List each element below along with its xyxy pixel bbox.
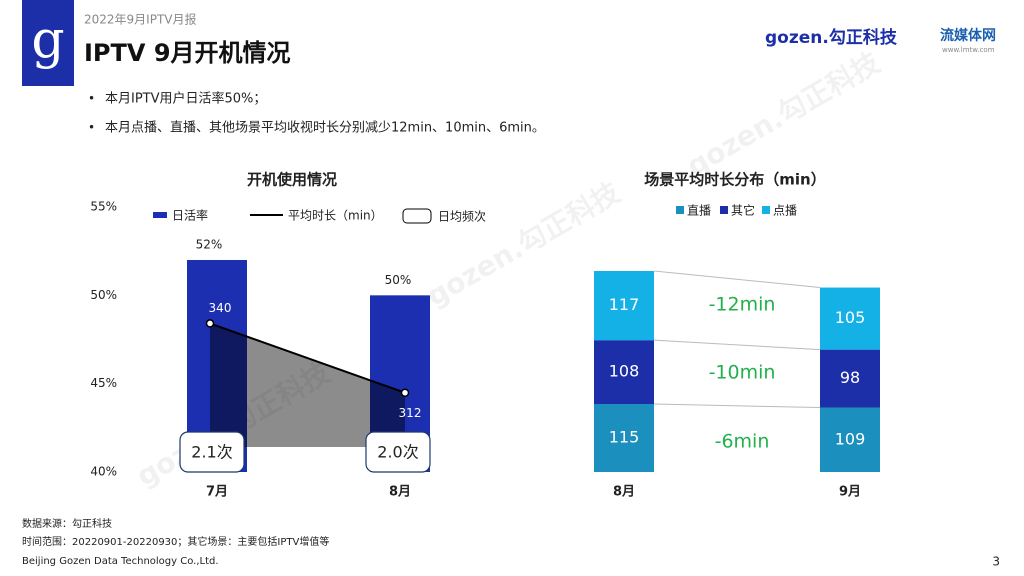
x-tick-label: 8月 [613, 485, 635, 500]
page-number: 3 [992, 555, 1000, 569]
bar-segment [594, 404, 654, 472]
frequency-box [179, 431, 245, 473]
footer-company: Beijing Gozen Data Technology Co.,Ltd. [22, 556, 219, 567]
line-label: 340 [209, 301, 232, 315]
bar-segment [820, 287, 880, 350]
y-tick-label: 45% [90, 376, 117, 390]
legend-label: 点播 [773, 204, 797, 218]
annotation: -12min [709, 294, 776, 316]
segment-label: 117 [609, 295, 640, 314]
line-label: 312 [399, 406, 422, 420]
bar-segment [820, 407, 880, 472]
legend-label: 直播 [687, 204, 711, 218]
logo-gozen: gozen.勾正科技 [765, 27, 898, 48]
segment-label: 108 [609, 362, 640, 381]
value-label: 50% [385, 273, 412, 287]
line-point [400, 388, 410, 397]
bar-segment [820, 349, 880, 408]
frequency-box [365, 431, 431, 473]
line-area [210, 323, 405, 447]
bar-segment [594, 271, 654, 341]
segment-label: 115 [609, 428, 640, 447]
y-tick-label: 40% [90, 465, 117, 479]
segment-label: 109 [835, 429, 866, 448]
legend-label: 其它 [731, 203, 755, 218]
annotation: -10min [709, 362, 776, 384]
logo-lmtw-url: www.lmtw.com [942, 46, 995, 54]
frequency-label: 2.1次 [191, 443, 232, 462]
connector [653, 403, 821, 409]
chart-title: 开机使用情况 [247, 171, 337, 189]
x-tick-label: 8月 [389, 485, 411, 500]
y-tick-label: 50% [90, 288, 117, 302]
chart-title: 场景平均时长分布（min） [644, 171, 825, 189]
legend-swatch [153, 212, 167, 218]
watermark: gozen.勾正科技 [681, 46, 886, 183]
legend-swatch [762, 206, 770, 214]
bullet: 本月点播、直播、其他场景平均收视时长分别减少12min、10min、6min。 [105, 121, 545, 136]
logo-g: g [31, 11, 64, 71]
line-point [205, 319, 215, 328]
legend-label: 日均频次 [438, 210, 486, 224]
legend-label: 平均时长（min） [288, 209, 383, 223]
bullet: 本月IPTV用户日活率50%； [105, 91, 266, 107]
legend-swatch [720, 206, 728, 214]
report-name: 2022年9月IPTV月报 [84, 12, 197, 27]
x-tick-label: 9月 [839, 485, 861, 500]
footer-source: 数据来源：勾正科技 [22, 517, 112, 530]
bullet-dot: • [88, 92, 95, 106]
legend-swatch [402, 208, 432, 224]
legend-swatch [676, 206, 684, 214]
frequency-label: 2.0次 [377, 443, 418, 462]
logo-lmtw: 流媒体网 [940, 27, 996, 44]
y-tick-label: 55% [90, 200, 117, 214]
footer-range: 时间范围：20220901-20220930；其它场景：主要包括IPTV增值等 [22, 535, 329, 548]
logo-block [22, 0, 74, 86]
connector [653, 270, 821, 289]
value-label: 52% [196, 238, 223, 252]
segment-label: 105 [835, 308, 866, 327]
line [209, 322, 406, 394]
bullet-dot: • [88, 121, 95, 135]
annotation: -6min [715, 431, 770, 453]
segment-label: 98 [840, 368, 860, 387]
connector [653, 339, 821, 351]
page-title: IPTV 9月开机情况 [84, 39, 291, 67]
x-tick-label: 7月 [206, 485, 228, 500]
bar-segment [594, 340, 654, 405]
legend-label: 日活率 [172, 208, 208, 223]
